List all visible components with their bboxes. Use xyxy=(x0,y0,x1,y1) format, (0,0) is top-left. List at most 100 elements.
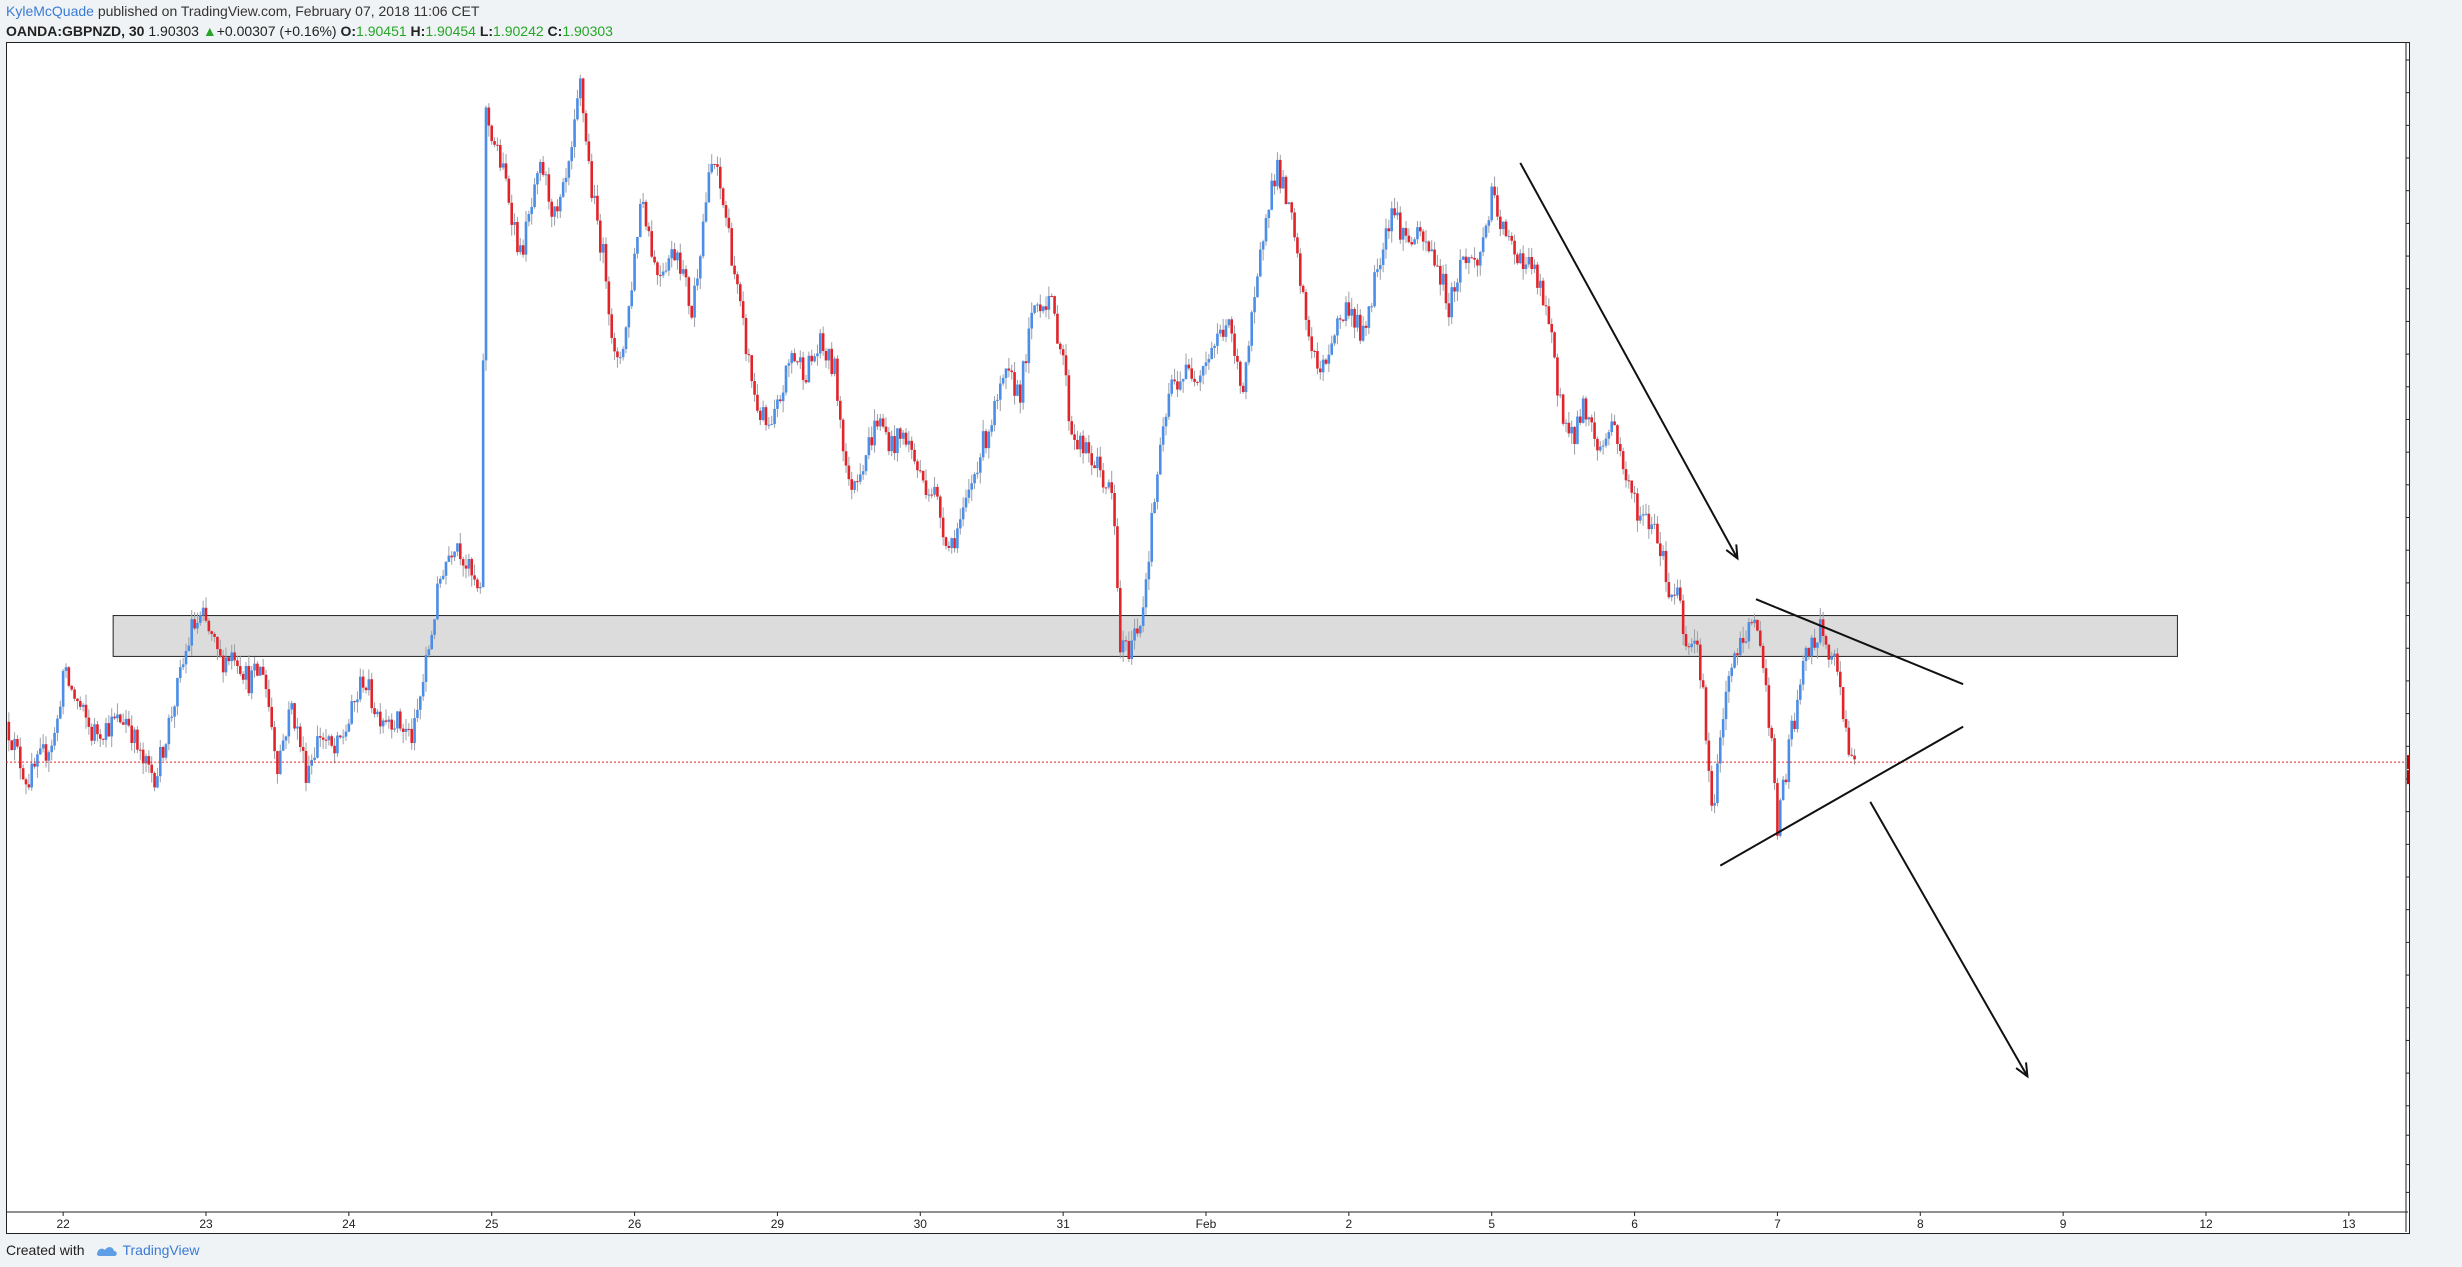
candle-up xyxy=(224,657,228,673)
candle-down xyxy=(1630,480,1634,493)
candle-up xyxy=(64,667,68,672)
candle-up xyxy=(53,732,56,746)
candle-up xyxy=(1333,335,1336,344)
candle-down xyxy=(1633,492,1636,494)
candle-up xyxy=(81,704,85,707)
candle-up xyxy=(636,236,639,254)
candle-up xyxy=(767,424,771,426)
candle-down xyxy=(1493,186,1496,196)
candle-down xyxy=(464,565,468,569)
candle-down xyxy=(1807,647,1811,657)
candle-up xyxy=(1804,647,1808,661)
candle-up xyxy=(327,736,331,741)
candle-up xyxy=(807,355,811,383)
candle-down xyxy=(587,141,591,162)
candle-down xyxy=(84,704,88,718)
candle-down xyxy=(1393,208,1396,216)
candle-down xyxy=(1090,453,1094,466)
candle-up xyxy=(558,196,562,212)
close-label: C: xyxy=(547,23,563,39)
candle-down xyxy=(233,652,236,661)
candle-up xyxy=(1330,343,1334,355)
candle-up xyxy=(258,666,262,676)
candle-up xyxy=(1141,607,1145,626)
candle-down xyxy=(1196,381,1199,383)
candle-up xyxy=(593,195,596,199)
candle-down xyxy=(607,281,611,315)
candle-down xyxy=(44,744,48,761)
candle-up xyxy=(56,718,59,733)
time-tick-label: 12 xyxy=(2199,1217,2213,1231)
candle-down xyxy=(90,726,94,741)
candle-down xyxy=(936,486,939,497)
candle-down xyxy=(1687,646,1691,648)
candle-down xyxy=(1418,227,1422,232)
price-chart[interactable]: 1.946001.944001.942001.940001.938001.936… xyxy=(6,42,2410,1234)
candle-down xyxy=(904,432,908,445)
candle-down xyxy=(1073,434,1076,440)
candle-up xyxy=(284,736,288,741)
candle-down xyxy=(1556,357,1559,396)
candle-up xyxy=(816,353,819,357)
candle-down xyxy=(1364,325,1368,328)
open-label: O: xyxy=(340,23,357,39)
candle-up xyxy=(567,161,571,178)
candle-down xyxy=(1476,259,1479,266)
candle-up xyxy=(950,538,954,548)
time-tick-label: 2 xyxy=(1346,1217,1353,1231)
chart-header: KyleMcQuade published on TradingView.com… xyxy=(0,0,2462,40)
candle-down xyxy=(361,676,365,688)
candle-up xyxy=(927,494,931,496)
candle-down xyxy=(218,649,222,656)
candle-down xyxy=(1010,370,1014,373)
candle-up xyxy=(1130,640,1134,660)
candle-up xyxy=(1810,637,1814,657)
tradingview-brand-link[interactable]: TradingView xyxy=(122,1242,200,1258)
candle-down xyxy=(893,436,896,454)
candle-down xyxy=(1516,254,1519,264)
candle-up xyxy=(1016,384,1019,396)
candle-down xyxy=(1624,469,1628,481)
candle-up xyxy=(1033,305,1036,313)
candle-up xyxy=(421,681,425,697)
candle-up xyxy=(393,728,396,730)
author-link[interactable]: KyleMcQuade xyxy=(6,3,94,19)
candle-down xyxy=(1658,543,1662,557)
high-value: 1.90454 xyxy=(425,23,476,39)
candle-down xyxy=(1553,332,1556,358)
candle-up xyxy=(1790,720,1794,740)
candle-down xyxy=(1278,159,1282,189)
candle-up xyxy=(681,269,685,274)
candle-down xyxy=(727,217,731,229)
candle-up xyxy=(344,731,348,737)
candle-down xyxy=(1678,587,1682,601)
candle-down xyxy=(1547,306,1551,324)
candle-up xyxy=(1001,377,1005,384)
candle-down xyxy=(1176,381,1179,390)
candle-up xyxy=(187,645,191,652)
candle-down xyxy=(938,496,942,518)
candle-down xyxy=(1701,680,1705,688)
candle-down xyxy=(953,538,956,549)
candle-down xyxy=(1313,350,1316,352)
candle-up xyxy=(38,748,42,755)
candle-down xyxy=(1464,256,1468,264)
candle-up xyxy=(890,436,894,452)
candle-down xyxy=(261,666,265,675)
candle-down xyxy=(610,314,614,338)
candle-up xyxy=(787,363,791,366)
candle-up xyxy=(347,723,351,732)
candle-down xyxy=(1773,738,1776,784)
candle-down xyxy=(1387,228,1391,232)
candle-up xyxy=(336,735,339,754)
candle-down xyxy=(507,178,511,203)
candle-down xyxy=(750,355,754,382)
candle-down xyxy=(673,249,676,261)
candle-down xyxy=(270,706,274,728)
tradingview-logo-icon xyxy=(97,1247,118,1257)
candle-down xyxy=(1190,368,1194,379)
candle-up xyxy=(1164,416,1168,427)
candle-up xyxy=(58,706,62,719)
candle-down xyxy=(87,717,91,727)
candle-up xyxy=(770,424,774,426)
